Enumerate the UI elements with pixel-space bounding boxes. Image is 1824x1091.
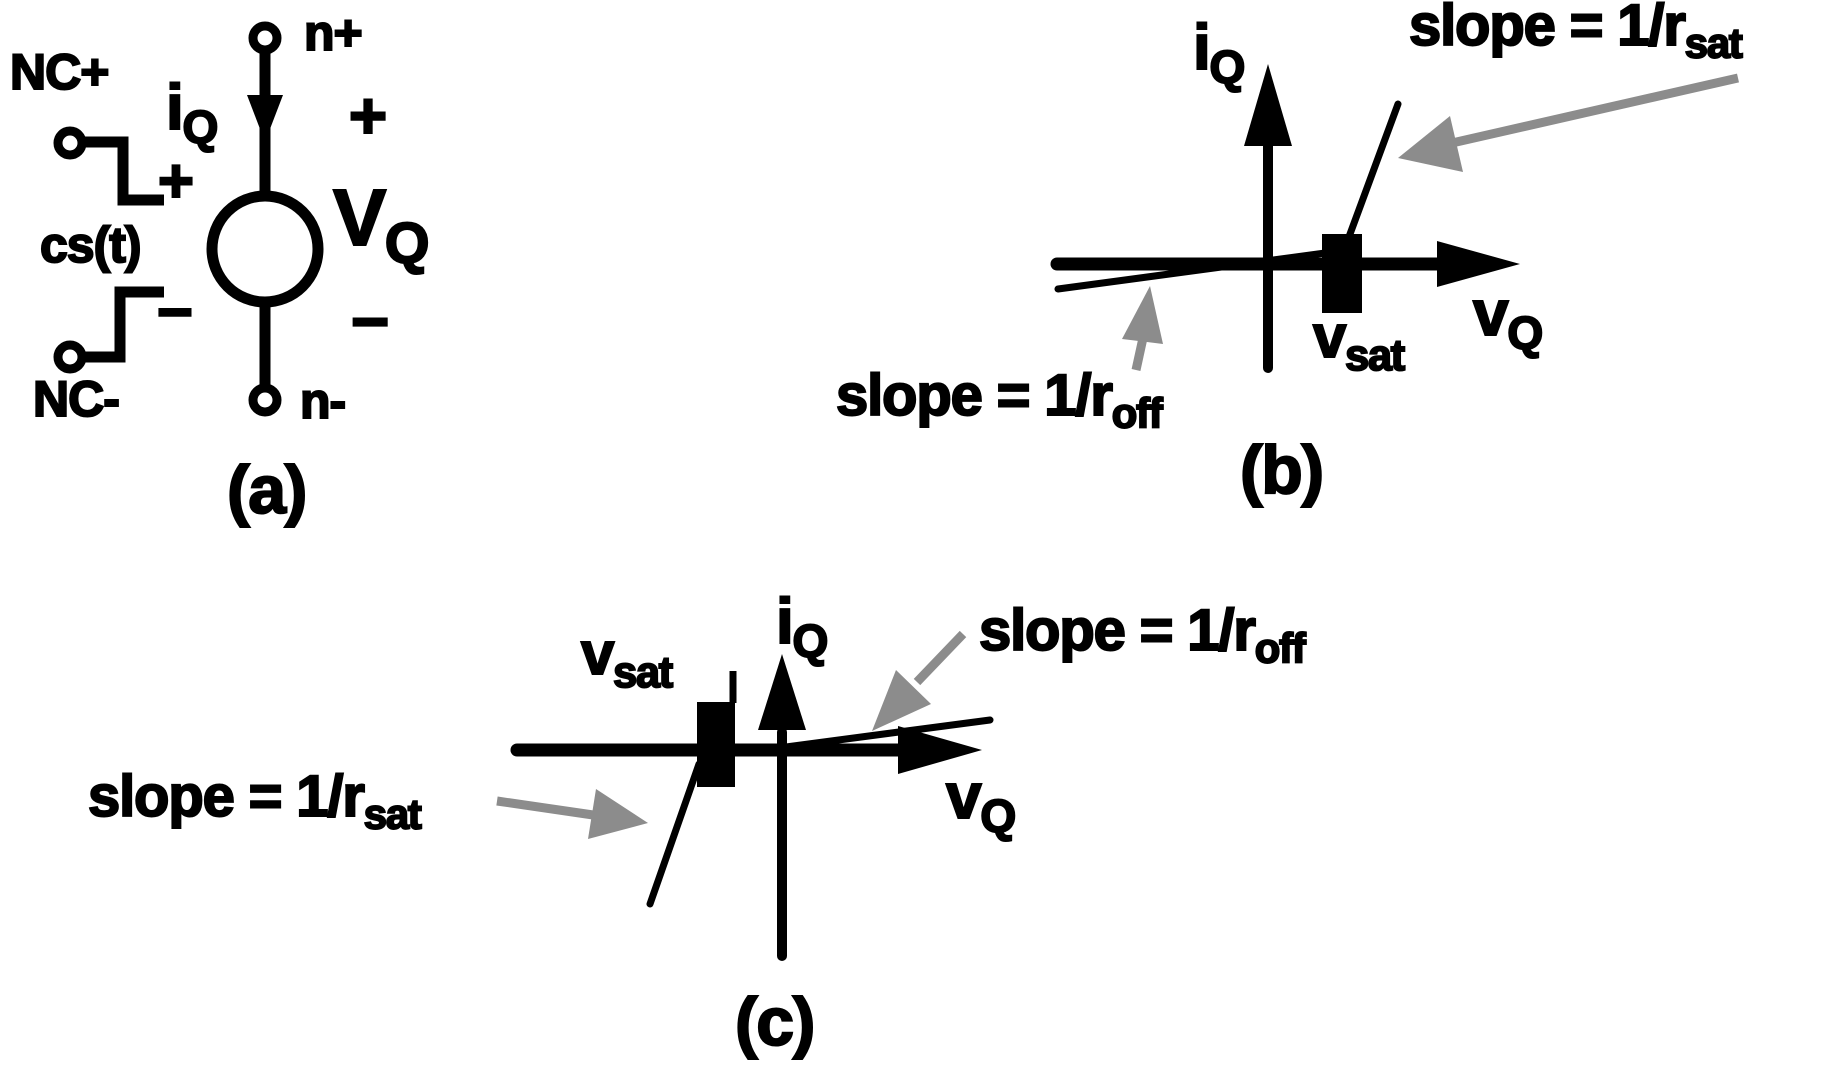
node-n-plus-terminal-icon — [248, 21, 282, 55]
annotation-arrowhead-off-b — [1122, 286, 1163, 344]
control-minus-sign: − — [156, 278, 194, 347]
y-axis-arrowhead-c — [758, 654, 806, 730]
annotation-arrow-off-c — [913, 630, 967, 686]
vsat-marker-c — [697, 702, 735, 787]
voltage-vq-label-a: VQ — [332, 173, 431, 276]
iv-graph-b — [1050, 64, 1739, 373]
voltage-minus-sign: − — [350, 284, 391, 358]
control-wire-top — [83, 136, 164, 206]
control-wire-bottom — [83, 286, 164, 363]
y-axis-label-c: iQ — [775, 585, 829, 667]
slope-roff-label-b: slope = 1/roff — [835, 363, 1164, 437]
x-axis-arrowhead-c — [898, 726, 982, 774]
annotation-arrowhead-sat-c — [588, 789, 648, 839]
node-n-minus-terminal-icon — [248, 383, 282, 417]
voltage-plus-sign: + — [348, 78, 389, 152]
y-axis-arrowhead-b — [1244, 64, 1292, 146]
annotation-arrowhead-sat-b — [1398, 116, 1463, 172]
control-plus-sign: + — [157, 147, 195, 216]
annotation-arrow-sat-c — [496, 796, 601, 821]
slope-roff-label-c: slope = 1/roff — [978, 598, 1307, 672]
nc-minus-terminal-icon — [53, 340, 87, 374]
control-signal-label: cs(t) — [39, 217, 143, 273]
caption-a: (a) — [226, 452, 308, 528]
node-n-plus-label: n+ — [303, 5, 364, 61]
rsat-characteristic-line-c — [646, 760, 703, 908]
slope-rsat-label-b: slope = 1/rsat — [1408, 0, 1744, 67]
vsat-label-b: vsat — [1312, 303, 1406, 380]
vsat-label-c: vsat — [580, 620, 674, 697]
caption-c: (c) — [734, 984, 816, 1060]
nc-plus-label: NC+ — [9, 44, 110, 100]
nc-minus-label: NC- — [32, 371, 121, 427]
slope-rsat-label-c: slope = 1/rsat — [87, 764, 423, 838]
x-axis-label-b: vQ — [1472, 277, 1544, 359]
vsat-marker-b — [1322, 234, 1362, 313]
y-axis-label-b: iQ — [1192, 11, 1246, 93]
x-axis-label-c: vQ — [945, 760, 1017, 842]
nc-plus-terminal-icon — [53, 126, 87, 160]
node-n-minus-label: n- — [299, 373, 347, 429]
caption-b: (b) — [1239, 432, 1325, 508]
switch-symbol-panel — [53, 21, 324, 417]
source-circle-icon — [206, 190, 324, 308]
annotation-arrowhead-off-c — [872, 670, 931, 731]
annotation-arrow-sat-b — [1451, 73, 1739, 148]
current-direction-arrow-icon — [247, 95, 283, 142]
current-iq-label-a: iQ — [165, 71, 219, 153]
annotation-arrow-off-b — [1131, 337, 1148, 371]
iv-graph-c — [496, 630, 994, 961]
x-axis-arrowhead-b — [1437, 241, 1520, 287]
